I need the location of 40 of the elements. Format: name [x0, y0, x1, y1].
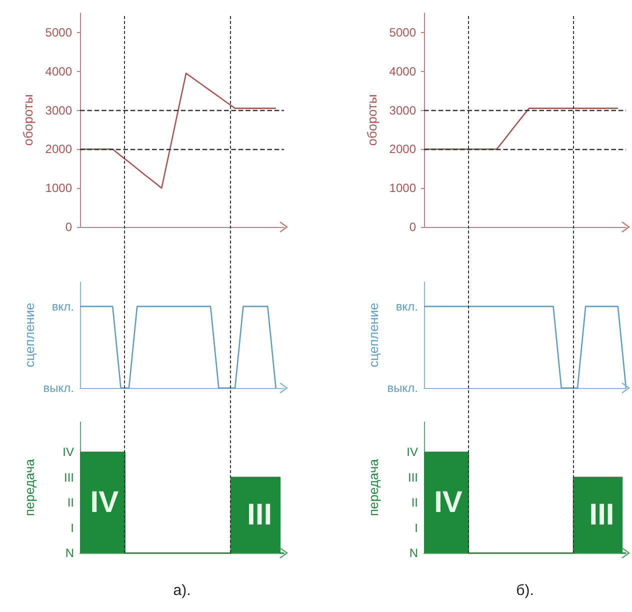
line-series: [423, 108, 619, 150]
y-axis-title: сцепление: [22, 302, 37, 368]
text: вкл.: [52, 299, 74, 314]
y-tick-label: 4000: [389, 64, 416, 78]
x-axis-title: а).: [173, 582, 191, 599]
y-axis-title: обороты: [20, 94, 36, 146]
y-tick-label: 3000: [389, 103, 416, 118]
y-tick-label: 1000: [389, 181, 416, 196]
y-axis-title: обороты: [364, 94, 380, 146]
text: II: [67, 496, 74, 510]
y-tick-label: 2000: [389, 142, 416, 156]
text: I: [414, 520, 418, 535]
text: III: [408, 470, 418, 484]
annotation: IV: [434, 486, 462, 520]
y-axis-title: передача: [366, 458, 381, 516]
text: N: [409, 546, 418, 560]
text: II: [411, 496, 418, 510]
text: вкл.: [396, 299, 418, 314]
y-tick-label: 0: [409, 220, 416, 234]
text: I: [70, 520, 74, 535]
y-tick-label: 2000: [45, 142, 72, 156]
text: IV: [62, 445, 74, 460]
text: IV: [406, 445, 418, 460]
y-tick-label: 3000: [45, 103, 72, 118]
line-series: [79, 72, 276, 189]
x-axis-title: б).: [516, 582, 534, 599]
y-axis-title: сцепление: [366, 302, 381, 368]
y-tick-label: 1000: [45, 181, 72, 196]
text: выкл.: [43, 381, 74, 395]
y-axis-title: передача: [22, 458, 37, 516]
annotation: III: [589, 498, 614, 532]
text: III: [64, 470, 74, 484]
text: выкл.: [387, 381, 418, 395]
text: N: [65, 546, 74, 560]
y-tick-label: 5000: [389, 25, 416, 40]
y-tick-label: 0: [65, 220, 72, 234]
annotation: III: [247, 498, 272, 532]
y-tick-label: 5000: [45, 25, 72, 40]
annotation: IV: [90, 486, 119, 520]
y-tick-label: 4000: [45, 64, 72, 78]
